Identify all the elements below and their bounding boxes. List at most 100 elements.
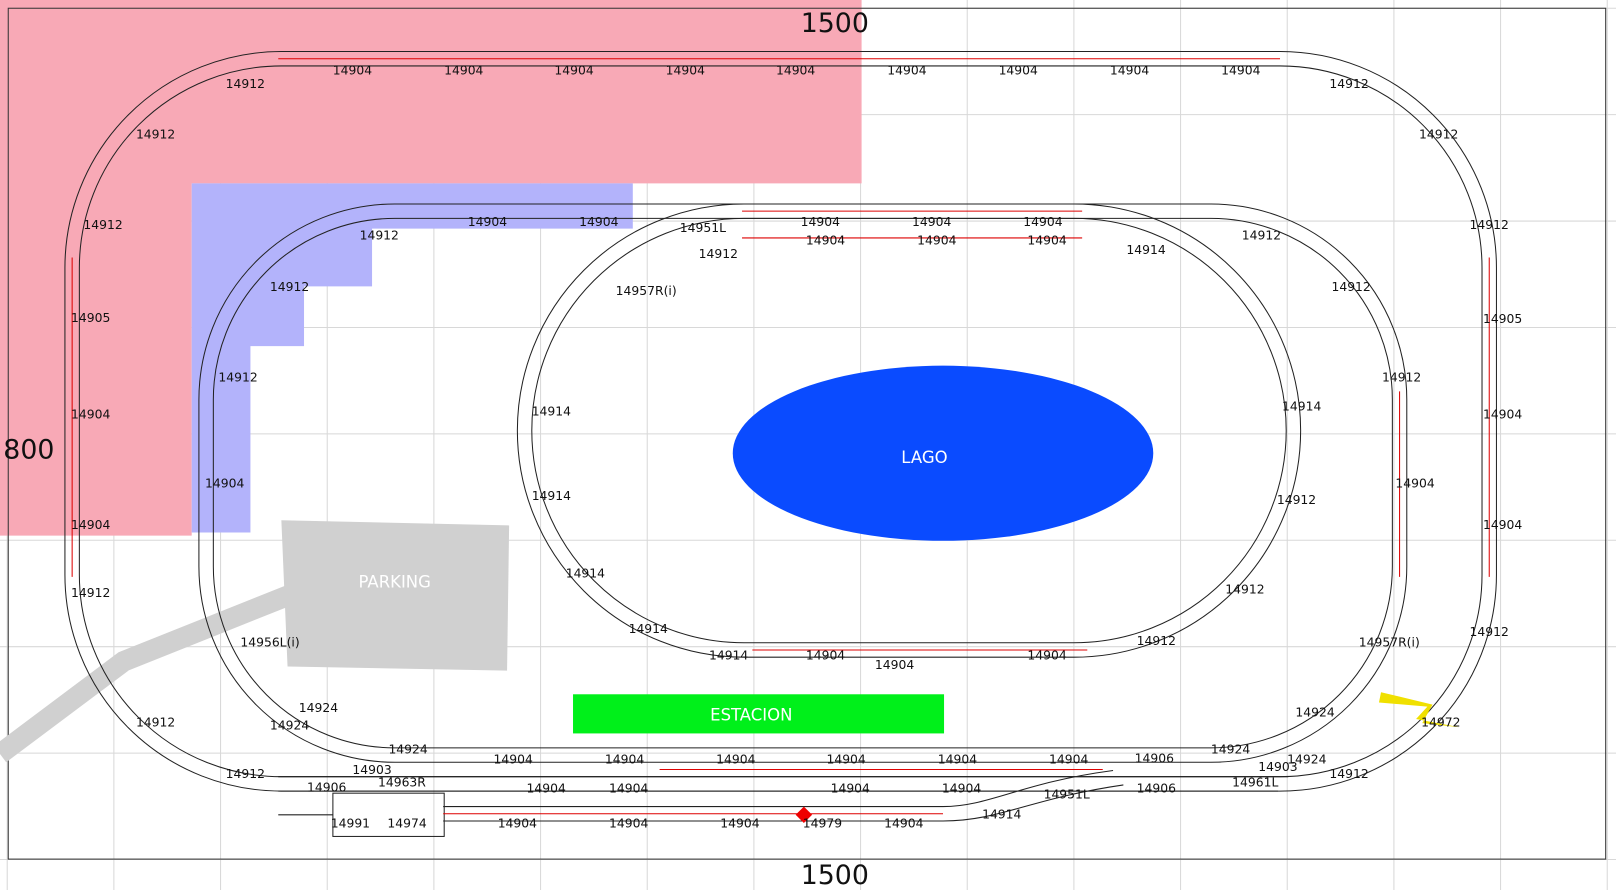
track-label: 14904 [1110, 64, 1149, 78]
track-label: 14904 [1027, 649, 1066, 663]
track-label: 14912 [218, 371, 257, 385]
track-label: 14904 [333, 64, 372, 78]
red-rails [71, 58, 1490, 815]
track-label: 14914 [532, 489, 571, 503]
track-label: 14903 [1258, 760, 1297, 774]
dimension-bottom: 1500 [801, 860, 869, 890]
track-label: 14914 [629, 622, 668, 636]
track-label: 14904 [831, 782, 870, 796]
track-label: 14912 [226, 77, 265, 91]
track-label: 14905 [71, 311, 110, 325]
lake [732, 365, 1154, 541]
track-label: 14912 [1419, 127, 1458, 141]
track-label: 14912 [136, 127, 175, 141]
parking-area [281, 520, 510, 671]
track-label: 14904 [912, 215, 951, 229]
track-label: 14904 [1221, 64, 1260, 78]
track-label: 14904 [716, 753, 755, 767]
track-label: 14912 [270, 280, 309, 294]
dimension-left: 800 [3, 435, 54, 466]
track-label: 14912 [226, 767, 265, 781]
track-label: 14912 [1277, 493, 1316, 507]
track-label: 14904 [942, 782, 981, 796]
track-label: 14956L(i) [240, 635, 299, 649]
track-label: 14904 [938, 753, 977, 767]
track-label: 14904 [494, 753, 533, 767]
track-label: 14957R(i) [616, 284, 677, 298]
track-label: 14912 [1329, 767, 1368, 781]
track-label: 14974 [387, 817, 426, 831]
track-label: 14912 [1242, 228, 1281, 242]
track-label: 14904 [609, 782, 648, 796]
track-label: 14904 [884, 817, 923, 831]
track-label: 14904 [806, 234, 845, 248]
track-label: 14924 [1295, 705, 1334, 719]
track-label: 14979 [803, 817, 842, 831]
track-label: 14912 [1331, 280, 1370, 294]
track-label: 14904 [605, 753, 644, 767]
track-label: 14912 [71, 586, 110, 600]
track-label: 14912 [1470, 625, 1509, 639]
parking-label: PARKING [359, 573, 431, 592]
track-label: 14906 [1137, 782, 1176, 796]
track-label: 14904 [205, 477, 244, 491]
track-label: 14904 [875, 658, 914, 672]
track-label: 14972 [1421, 716, 1460, 730]
track-label: 14904 [806, 649, 845, 663]
track-label: 14904 [720, 817, 759, 831]
station [573, 694, 945, 734]
track-label: 14991 [331, 817, 370, 831]
track-label: 14904 [1023, 215, 1062, 229]
track-label: 14904 [887, 64, 926, 78]
track-label: 14904 [498, 817, 537, 831]
track-label: 14904 [71, 518, 110, 532]
track-label: 14951L [1044, 788, 1090, 802]
lake-label: LAGO [901, 448, 947, 467]
blue-zone [191, 183, 633, 533]
track-label: 14904 [579, 215, 618, 229]
track-label: 14912 [1137, 634, 1176, 648]
track-label: 14904 [71, 408, 110, 422]
track-label: 14904 [826, 753, 865, 767]
tracks [64, 50, 1497, 837]
track-label: 14951L [680, 221, 726, 235]
track-label: 14906 [1135, 752, 1174, 766]
track-label: 14904 [1483, 518, 1522, 532]
track-label: 14903 [352, 763, 391, 777]
track-label: 14963R [378, 775, 426, 789]
dimension-top: 1500 [801, 8, 869, 39]
yellow-marker [1378, 692, 1460, 728]
track-label: 14904 [1483, 408, 1522, 422]
track-label: 14914 [566, 566, 605, 580]
track-label: 14912 [1470, 218, 1509, 232]
track-label: 14904 [1395, 477, 1434, 491]
track-label: 14904 [1049, 753, 1088, 767]
track-label: 14961L [1232, 775, 1278, 789]
track-label: 14924 [388, 742, 427, 756]
track-label: 14905 [1483, 312, 1522, 326]
station-label: ESTACION [710, 705, 792, 724]
track-label: 14906 [307, 781, 346, 795]
track-label: 14912 [83, 218, 122, 232]
track-label: 14914 [982, 807, 1021, 821]
border [7, 7, 1607, 860]
track-label: 14912 [360, 228, 399, 242]
track-label: 14904 [444, 64, 483, 78]
track-label: 14904 [468, 215, 507, 229]
road [0, 585, 293, 763]
track-label: 14924 [1211, 742, 1250, 756]
track-label: 14912 [1225, 583, 1264, 597]
track-label: 14904 [917, 234, 956, 248]
track-label: 14924 [270, 719, 309, 733]
track-label: 14924 [299, 701, 338, 715]
track-label: 14904 [609, 817, 648, 831]
track-label: 14914 [1126, 243, 1165, 257]
track-label: 14924 [1287, 753, 1326, 767]
track-label: 14957R(i) [1359, 635, 1420, 649]
track-label: 14914 [532, 405, 571, 419]
track-label: 14914 [1282, 399, 1321, 413]
track-label: 14912 [136, 716, 175, 730]
red-zone [0, 0, 862, 536]
track-label: 14912 [699, 247, 738, 261]
